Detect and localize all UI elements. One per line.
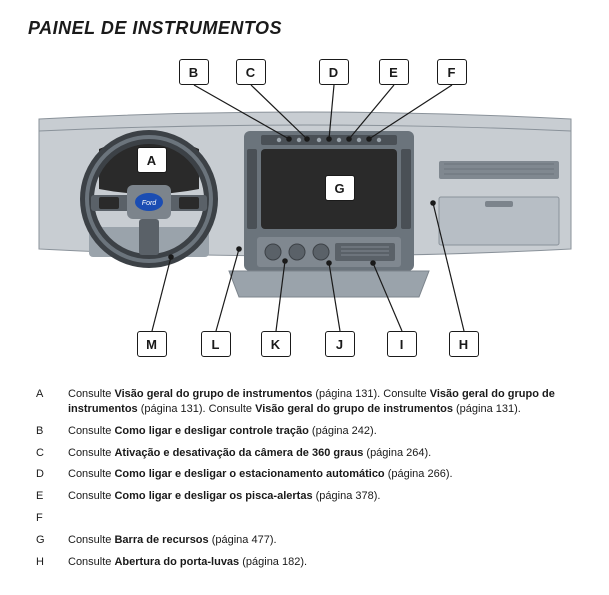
dashboard-diagram: Ford A G B C D E F M L K J I H	[29, 49, 581, 369]
callout-g: G	[325, 175, 355, 201]
callout-c: C	[236, 59, 266, 85]
legend-text: Consulte Como ligar e desligar controle …	[68, 424, 573, 439]
legend-row: BConsulte Como ligar e desligar controle…	[36, 424, 573, 439]
legend-letter: A	[36, 387, 68, 417]
legend-letter: C	[36, 446, 68, 461]
legend-letter: E	[36, 489, 68, 504]
legend-text	[68, 511, 573, 526]
legend-text: Consulte Visão geral do grupo de instrum…	[68, 387, 573, 417]
svg-text:Ford: Ford	[141, 200, 157, 207]
legend-row: CConsulte Ativação e desativação da câme…	[36, 446, 573, 461]
legend-text: Consulte Como ligar e desligar o estacio…	[68, 467, 573, 482]
legend-row: F	[36, 511, 573, 526]
callout-b: B	[179, 59, 209, 85]
legend-text: Consulte Como ligar e desligar os pisca-…	[68, 489, 573, 504]
legend-letter: D	[36, 467, 68, 482]
legend-letter: G	[36, 533, 68, 548]
callout-h: H	[449, 331, 479, 357]
legend-list: AConsulte Visão geral do grupo de instru…	[28, 387, 581, 570]
legend-row: AConsulte Visão geral do grupo de instru…	[36, 387, 573, 417]
legend-row: HConsulte Abertura do porta-luvas (págin…	[36, 555, 573, 570]
callout-i: I	[387, 331, 417, 357]
legend-row: DConsulte Como ligar e desligar o estaci…	[36, 467, 573, 482]
legend-row: GConsulte Barra de recursos (página 477)…	[36, 533, 573, 548]
callout-e: E	[379, 59, 409, 85]
dashboard-illustration: Ford	[29, 49, 581, 369]
legend-letter: F	[36, 511, 68, 526]
legend-letter: H	[36, 555, 68, 570]
callout-k: K	[261, 331, 291, 357]
legend-text: Consulte Abertura do porta-luvas (página…	[68, 555, 573, 570]
callout-a: A	[137, 147, 167, 173]
legend-row: EConsulte Como ligar e desligar os pisca…	[36, 489, 573, 504]
callout-j: J	[325, 331, 355, 357]
legend-text: Consulte Ativação e desativação da câmer…	[68, 446, 573, 461]
legend-text: Consulte Barra de recursos (página 477).	[68, 533, 573, 548]
callout-m: M	[137, 331, 167, 357]
callout-d: D	[319, 59, 349, 85]
legend-letter: B	[36, 424, 68, 439]
callout-l: L	[201, 331, 231, 357]
callout-f: F	[437, 59, 467, 85]
page-title: PAINEL DE INSTRUMENTOS	[28, 18, 581, 39]
